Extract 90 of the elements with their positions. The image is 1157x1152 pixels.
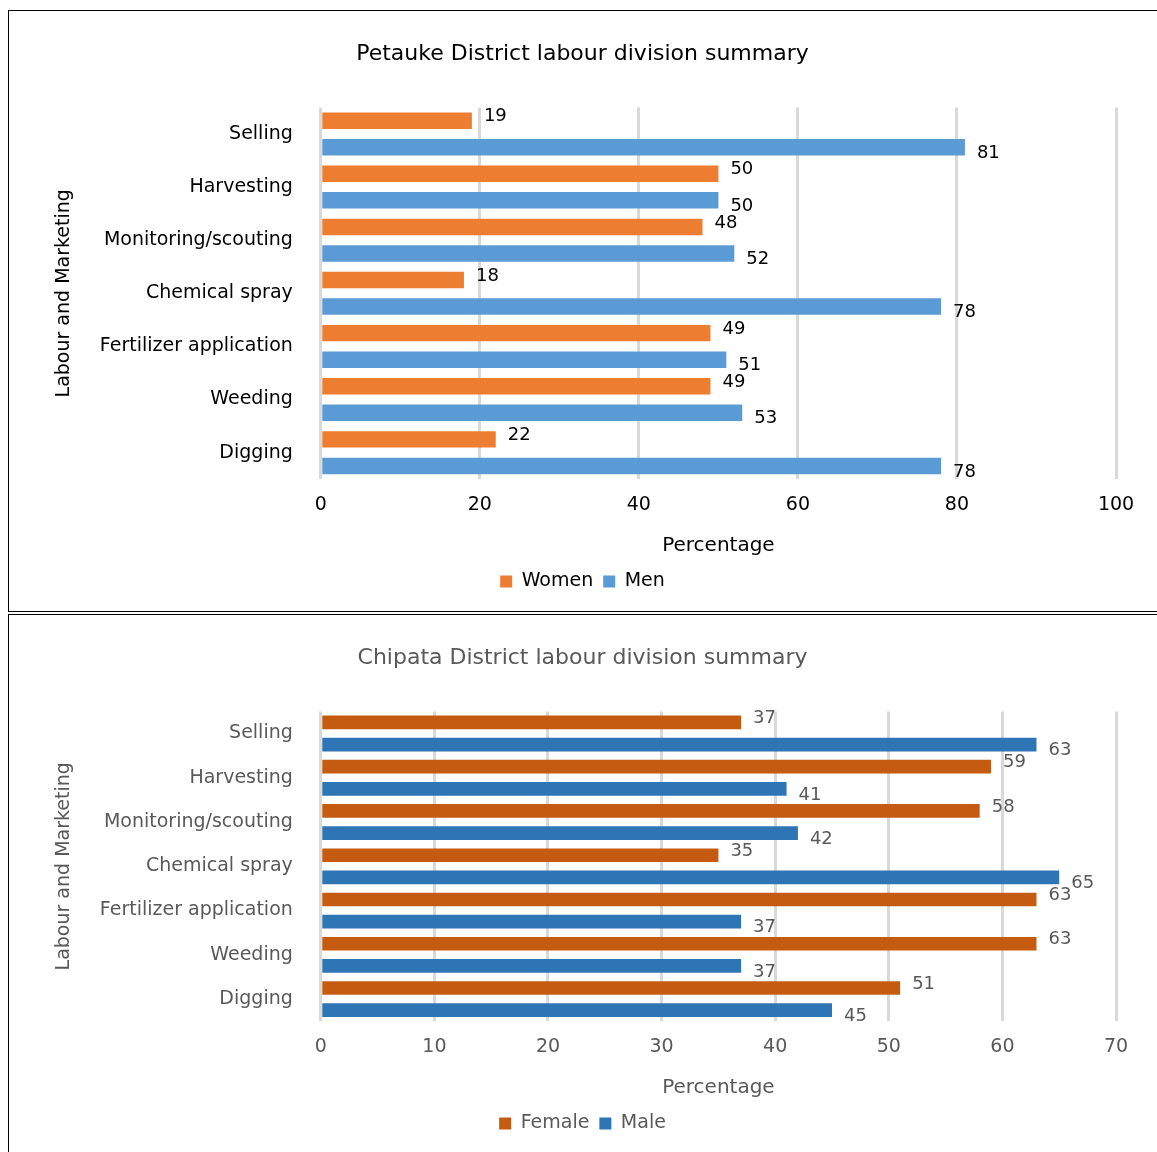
data-label: 49 xyxy=(722,316,746,338)
data-label: 45 xyxy=(844,1003,867,1025)
y-tick-label: Chemical spray xyxy=(145,853,293,876)
y-tick-label: Fertilizer application xyxy=(99,897,293,920)
legend-label: Women xyxy=(521,568,594,591)
data-label: 78 xyxy=(953,300,976,322)
y-axis-title: Labour and Marketing xyxy=(51,189,74,398)
data-label: 63 xyxy=(1048,738,1072,760)
y-tick-label: Harvesting xyxy=(189,764,293,787)
bar xyxy=(322,892,1037,907)
data-label: 59 xyxy=(1003,750,1026,772)
bar xyxy=(322,192,719,209)
bar xyxy=(322,378,711,395)
data-label: 50 xyxy=(730,157,754,179)
x-tick-label: 30 xyxy=(649,1033,674,1056)
y-tick-label: Fertilizer application xyxy=(99,333,293,356)
x-tick-label: 20 xyxy=(535,1033,561,1056)
x-tick-label: 60 xyxy=(785,491,811,514)
data-label: 37 xyxy=(753,915,777,937)
y-tick-label: Digging xyxy=(219,986,293,1009)
bar xyxy=(322,404,743,422)
data-label: 42 xyxy=(809,826,833,848)
bar xyxy=(322,245,735,262)
y-tick-label: Harvesting xyxy=(189,174,293,197)
bar xyxy=(322,981,901,995)
data-label: 35 xyxy=(730,838,754,860)
x-tick-label: 0 xyxy=(314,491,327,514)
data-label: 51 xyxy=(912,971,936,993)
x-axis-title: Percentage xyxy=(662,1074,775,1099)
bar xyxy=(322,959,742,973)
data-label: 63 xyxy=(1048,927,1072,949)
legend-label: Female xyxy=(520,1110,590,1133)
x-tick-label: 50 xyxy=(876,1033,901,1056)
chart-title: Petauke District labour division summary xyxy=(356,39,809,65)
bar xyxy=(322,781,787,796)
data-label: 65 xyxy=(1071,871,1095,893)
y-tick-label: Monitoring/scouting xyxy=(103,227,293,250)
y-tick-label: Monitoring/scouting xyxy=(103,808,293,831)
x-tick-label: 80 xyxy=(944,491,970,514)
bar xyxy=(322,737,1037,752)
bar xyxy=(322,271,464,289)
y-axis-title: Labour and Marketing xyxy=(51,762,74,971)
bar xyxy=(322,936,1037,951)
chart-title: Chipata District labour division summary xyxy=(357,643,808,669)
data-label: 81 xyxy=(976,140,1000,162)
data-label: 53 xyxy=(754,406,778,428)
bar xyxy=(322,298,942,315)
bar xyxy=(322,165,719,183)
data-label: 22 xyxy=(507,423,531,445)
x-tick-label: 100 xyxy=(1097,491,1135,514)
x-axis-title: Percentage xyxy=(662,532,775,557)
legend-label: Men xyxy=(624,568,665,591)
y-tick-label: Selling xyxy=(229,720,293,743)
bar xyxy=(322,457,942,475)
bar xyxy=(322,870,1060,885)
data-label: 37 xyxy=(753,706,777,728)
bar xyxy=(322,759,992,774)
bar xyxy=(322,218,703,236)
bar xyxy=(322,431,496,448)
bar xyxy=(322,139,965,156)
data-label: 18 xyxy=(475,263,499,285)
y-tick-label: Selling xyxy=(229,120,293,143)
bar xyxy=(322,804,980,818)
bar xyxy=(322,1003,832,1017)
data-label: 58 xyxy=(991,794,1015,816)
data-label: 37 xyxy=(753,959,777,981)
x-tick-label: 40 xyxy=(763,1033,788,1056)
x-tick-label: 20 xyxy=(467,491,492,514)
x-tick-label: 0 xyxy=(314,1033,327,1056)
x-tick-label: 60 xyxy=(990,1033,1015,1056)
y-tick-label: Weeding xyxy=(210,386,293,409)
data-label: 78 xyxy=(953,459,976,481)
bar xyxy=(322,351,727,368)
legend-label: Male xyxy=(620,1110,666,1133)
bar xyxy=(322,324,711,342)
x-tick-label: 10 xyxy=(422,1033,447,1056)
data-label: 19 xyxy=(483,104,507,126)
data-label: 63 xyxy=(1048,883,1072,905)
bar xyxy=(322,112,472,129)
bar xyxy=(322,848,719,863)
bar xyxy=(322,826,798,840)
y-tick-label: Digging xyxy=(219,439,293,462)
data-label: 41 xyxy=(798,782,822,804)
y-tick-label: Chemical spray xyxy=(145,280,293,303)
x-tick-label: 70 xyxy=(1103,1033,1129,1056)
y-tick-label: Weeding xyxy=(210,941,293,964)
bar xyxy=(322,715,742,730)
data-label: 52 xyxy=(746,247,770,269)
bar xyxy=(322,914,742,929)
x-tick-label: 40 xyxy=(626,491,651,514)
